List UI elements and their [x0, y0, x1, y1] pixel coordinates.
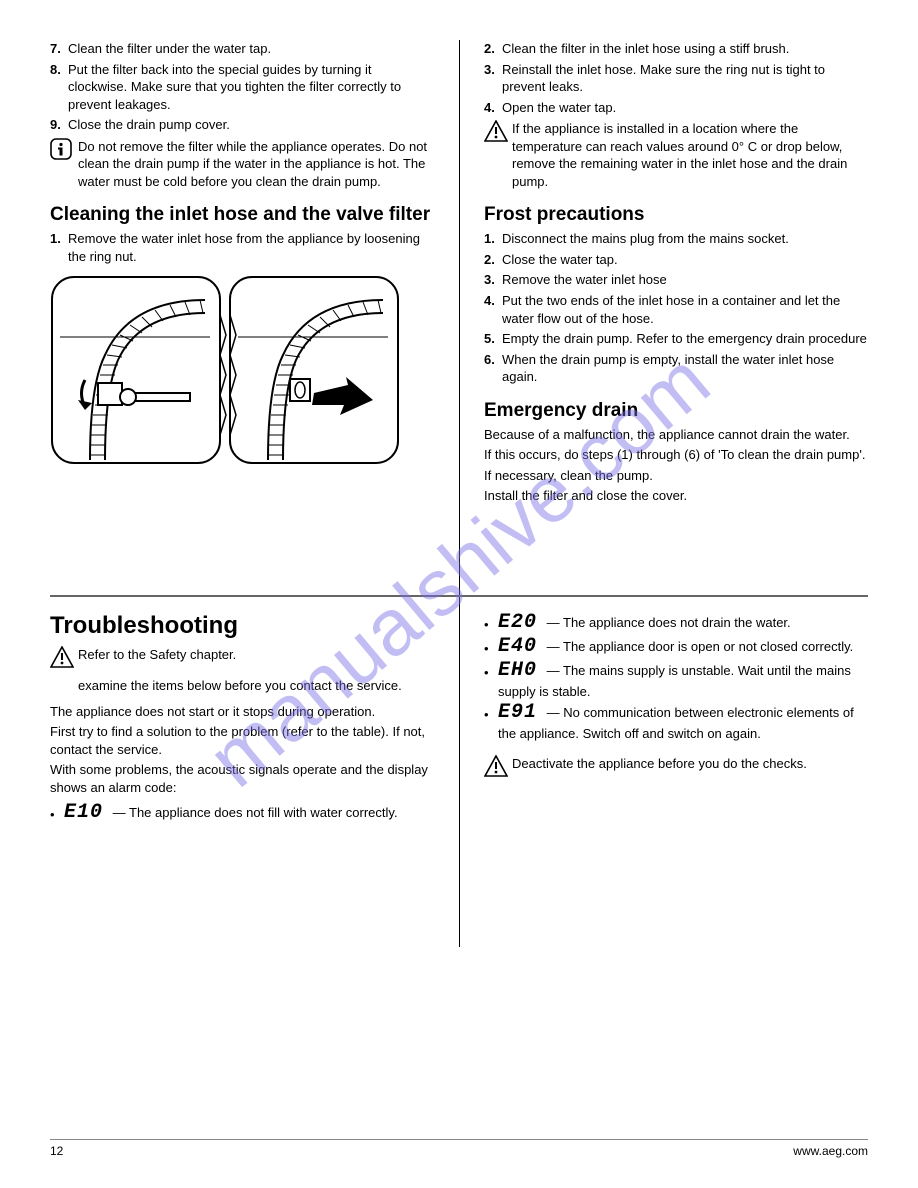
safety-warning-text: Refer to the Safety chapter. — [78, 646, 434, 673]
ts-sentence2: With some problems, the acoustic signals… — [50, 761, 434, 796]
frost-4: 4.Put the two ends of the inlet hose in … — [484, 292, 868, 327]
heading-cleaning-inlet: Cleaning the inlet hose and the valve fi… — [50, 204, 434, 226]
error-e40: • E40 — The appliance door is open or no… — [484, 636, 868, 660]
lower-right-column: • E20 — The appliance does not drain the… — [459, 612, 868, 826]
code-e91: E91 — [498, 701, 543, 724]
code-e20: E20 — [498, 611, 543, 634]
code-e10: E10 — [64, 801, 109, 824]
error-eh0: • EH0 — The mains supply is unstable. Wa… — [484, 660, 868, 703]
info-block: Do not remove the filter while the appli… — [50, 138, 434, 191]
ts-intro: examine the items below before you conta… — [50, 677, 434, 695]
emerg-text-1: Because of a malfunction, the appliance … — [484, 426, 868, 444]
warning-icon — [50, 646, 78, 673]
code-eh0: EH0 — [498, 659, 543, 682]
emerg-text-2: If this occurs, do steps (1) through (6)… — [484, 446, 868, 464]
upper-left-column: 7. Clean the filter under the water tap.… — [50, 40, 459, 595]
code-e40: E40 — [498, 635, 543, 658]
heading-frost: Frost precautions — [484, 204, 868, 226]
emerg-text-3: If necessary, clean the pump. — [484, 467, 868, 485]
heading-troubleshooting: Troubleshooting — [50, 612, 434, 640]
lower-section: Troubleshooting Refer to the Safety chap… — [50, 597, 868, 826]
error-e20: • E20 — The appliance does not drain the… — [484, 612, 868, 636]
emerg-text-4: Install the filter and close the cover. — [484, 487, 868, 505]
frost-2: 2.Close the water tap. — [484, 251, 868, 269]
safety-warning: Refer to the Safety chapter. — [50, 646, 434, 673]
frost-1: 1.Disconnect the mains plug from the mai… — [484, 230, 868, 248]
step-9: 9. Close the drain pump cover. — [50, 116, 434, 134]
error-e10: • E10 — The appliance does not fill with… — [50, 802, 434, 826]
step-ur-4: 4. Open the water tap. — [484, 99, 868, 117]
deactivate-warning-text: Deactivate the appliance before you do t… — [512, 755, 868, 782]
frost-warning: If the appliance is installed in a locat… — [484, 120, 868, 190]
warning-icon — [484, 755, 512, 782]
error-e91: • E91 — No communication between electro… — [484, 702, 868, 745]
page-number: 12 — [50, 1144, 63, 1158]
frost-warning-text: If the appliance is installed in a locat… — [512, 120, 868, 190]
upper-section: 7. Clean the filter under the water tap.… — [50, 40, 868, 595]
step-ur-2: 2. Clean the filter in the inlet hose us… — [484, 40, 868, 58]
deactivate-warning: Deactivate the appliance before you do t… — [484, 755, 868, 782]
frost-3: 3.Remove the water inlet hose — [484, 271, 868, 289]
ts-list-title: The appliance does not start or it stops… — [50, 703, 434, 721]
ts-sentence: First try to find a solution to the prob… — [50, 723, 434, 758]
lower-left-column: Troubleshooting Refer to the Safety chap… — [50, 612, 459, 826]
warning-icon — [484, 120, 512, 190]
upper-right-column: 2. Clean the filter in the inlet hose us… — [459, 40, 868, 595]
hose-illustration — [50, 275, 434, 470]
frost-5: 5.Empty the drain pump. Refer to the eme… — [484, 330, 868, 348]
footer: 12 www.aeg.com — [50, 1139, 868, 1158]
heading-emergency: Emergency drain — [484, 400, 868, 422]
info-icon — [50, 138, 78, 191]
frost-6: 6.When the drain pump is empty, install … — [484, 351, 868, 386]
page: manualshive.com 7. Clean the filter unde… — [0, 0, 918, 1188]
info-text: Do not remove the filter while the appli… — [78, 138, 434, 191]
step-ur-3: 3. Reinstall the inlet hose. Make sure t… — [484, 61, 868, 96]
step-7: 7. Clean the filter under the water tap. — [50, 40, 434, 58]
footer-url: www.aeg.com — [793, 1144, 868, 1158]
step-8: 8. Put the filter back into the special … — [50, 61, 434, 114]
step-inlet-1: 1. Remove the water inlet hose from the … — [50, 230, 434, 265]
